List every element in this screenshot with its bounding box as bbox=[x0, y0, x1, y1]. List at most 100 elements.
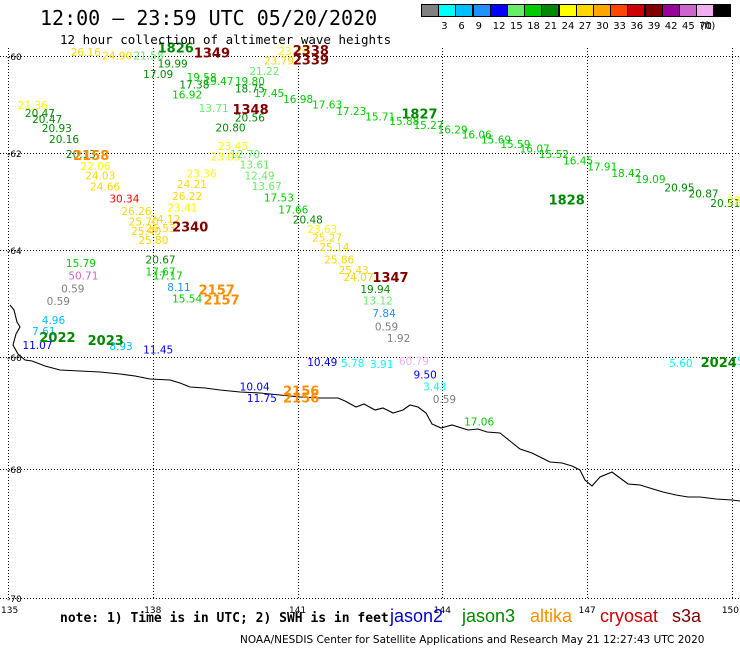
swh-label: 13.12 bbox=[363, 296, 393, 308]
swh-label: 8.93 bbox=[109, 341, 132, 353]
lat-label: -62 bbox=[7, 150, 22, 160]
antarctic-coastline bbox=[9, 304, 740, 502]
pass-time-label: 2158 bbox=[73, 149, 109, 164]
lon-label: 141 bbox=[289, 606, 306, 616]
swh-label: 13.61 bbox=[240, 160, 270, 172]
swh-label: 15.52 bbox=[539, 149, 569, 161]
swh-label: 10.49 bbox=[307, 357, 337, 369]
swh-label: 25.43 bbox=[339, 265, 369, 277]
swh-label: 7.61 bbox=[32, 326, 55, 338]
swh-label: 5.60 bbox=[669, 358, 692, 370]
legend-label: 27 bbox=[578, 21, 592, 32]
lon-label: 138 bbox=[144, 606, 161, 616]
legend-swatch bbox=[679, 4, 697, 17]
legend-swatch bbox=[421, 4, 439, 17]
swh-label: 16.98 bbox=[283, 94, 313, 106]
satellite-jason2: jason2 bbox=[390, 606, 444, 626]
swh-label: 11.75 bbox=[247, 393, 277, 405]
swh-label: 23.05 bbox=[211, 151, 241, 163]
legend-swatch bbox=[507, 4, 525, 17]
swh-label: 16.06 bbox=[462, 129, 492, 141]
swh-label: 24.21 bbox=[177, 179, 207, 191]
swh-label: 23.29 bbox=[278, 46, 308, 58]
swh-label: 21.58 bbox=[133, 50, 163, 62]
swh-label: 11.45 bbox=[143, 344, 173, 356]
pass-time-label: 1828 bbox=[549, 193, 585, 208]
swh-label: 17.45 bbox=[254, 88, 284, 100]
swh-label: 20.80 bbox=[216, 123, 246, 135]
pass-time-label: 2338 bbox=[293, 44, 329, 59]
legend-label: 42 bbox=[664, 21, 678, 32]
footnote: note: 1) Time is in UTC; 2) SWH is in fe… bbox=[60, 611, 389, 626]
swh-label: 19.09 bbox=[635, 174, 665, 186]
legend-swatch bbox=[610, 4, 629, 17]
swh-label: 16.29 bbox=[438, 125, 468, 137]
swh-label: 20.16 bbox=[49, 134, 79, 146]
swh-label: 19.58 bbox=[187, 72, 217, 84]
legend-swatch bbox=[489, 4, 508, 17]
swh-label: 7.84 bbox=[372, 308, 396, 320]
swh-label: 20.95 bbox=[664, 182, 694, 194]
longitude-labels: 135 138 141 144 147 150 bbox=[1, 606, 739, 616]
swh-label: 17.23 bbox=[336, 106, 366, 118]
legend-label: 15 bbox=[510, 21, 523, 32]
swh-label: 24.66 bbox=[90, 181, 120, 193]
swh-label: 18.42 bbox=[611, 168, 641, 180]
swh-label: 20.47 bbox=[32, 114, 62, 126]
swh-label: 24.07 bbox=[343, 272, 373, 284]
credit-line: NOAA/NESDIS Center for Satellite Applica… bbox=[240, 634, 705, 646]
swh-label: 0.59 bbox=[47, 296, 70, 308]
pass-time-label: 1349 bbox=[194, 46, 230, 61]
swh-label: 20.51 bbox=[710, 198, 740, 210]
legend-swatch bbox=[575, 4, 594, 17]
lat-label: -70 bbox=[7, 595, 22, 605]
swh-label: 5.2 bbox=[737, 356, 740, 368]
pass-time-label: 2024 bbox=[701, 356, 737, 371]
swh-label: 30.34 bbox=[109, 193, 139, 205]
swh-label: 9.50 bbox=[413, 369, 436, 381]
lat-label: -60 bbox=[7, 53, 22, 63]
lat-label: -64 bbox=[7, 247, 22, 257]
legend-swatch bbox=[593, 4, 611, 17]
swh-label: 25.14 bbox=[319, 242, 349, 254]
swh-label: 17.09 bbox=[143, 69, 173, 81]
satellite-cryosat: cryosat bbox=[600, 606, 659, 626]
legend-label: 36 bbox=[630, 21, 644, 32]
swh-label: 26.26 bbox=[121, 206, 151, 218]
swh-label: 17.91 bbox=[587, 161, 617, 173]
swh-label: 20.48 bbox=[293, 214, 323, 226]
swh-label: 15.69 bbox=[481, 134, 511, 146]
lon-label: 144 bbox=[434, 606, 451, 616]
swh-label: 19.99 bbox=[158, 59, 188, 71]
legend-label: 24 bbox=[561, 21, 575, 32]
legend-swatch bbox=[713, 4, 732, 17]
swh-label: 25.27 bbox=[312, 232, 342, 244]
legend-label: 70 bbox=[699, 21, 712, 32]
legend-label: 12 bbox=[492, 21, 506, 32]
legend-swatch bbox=[472, 4, 491, 17]
swh-label: 16.92 bbox=[172, 90, 202, 102]
swh-label: 23.41 bbox=[167, 203, 197, 215]
swh-label: 26.53 bbox=[146, 223, 176, 235]
swh-label: 4.96 bbox=[42, 315, 66, 327]
pass-time-label: 2022 bbox=[39, 331, 75, 346]
swh-label: 22.15 bbox=[727, 195, 740, 207]
legend-label: 45 bbox=[682, 21, 695, 32]
swh-label: 17.66 bbox=[278, 205, 308, 217]
swh-label: 0.59 bbox=[433, 394, 456, 406]
pass-time-label: 2023 bbox=[88, 334, 124, 349]
swh-label: 0.59 bbox=[375, 321, 398, 333]
pass-time-label: 1826 bbox=[158, 42, 194, 57]
swh-label: 16.07 bbox=[520, 144, 550, 156]
page-title: 12:00 – 23:59 UTC 05/20/2020 bbox=[40, 6, 378, 30]
swh-label: 25.70 bbox=[129, 216, 159, 228]
lat-lon-grid bbox=[0, 48, 740, 600]
swh-label: 15.27 bbox=[413, 120, 443, 132]
pass-time-label: 2157 bbox=[203, 294, 239, 309]
swh-label: 22.06 bbox=[80, 161, 110, 173]
legend-swatch bbox=[524, 4, 543, 17]
swh-label: 17.63 bbox=[312, 99, 342, 111]
pass-time-label: 1347 bbox=[372, 271, 408, 286]
swh-label: 24.90 bbox=[102, 50, 132, 62]
